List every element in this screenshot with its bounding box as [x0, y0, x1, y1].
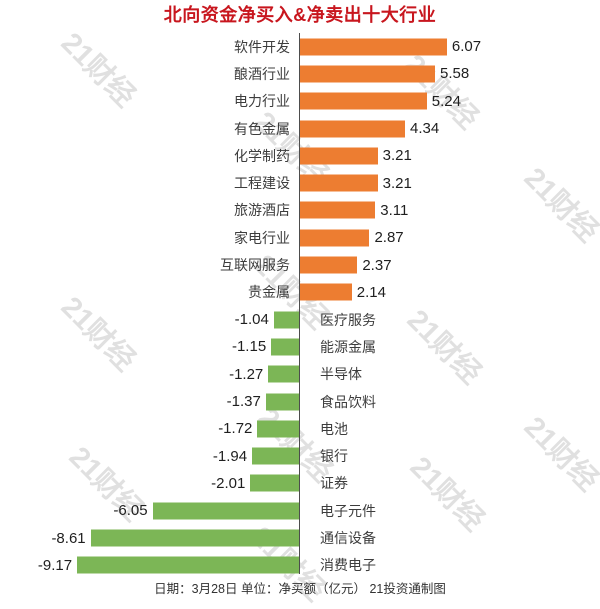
- category-label: 电子元件: [320, 502, 376, 519]
- bar-row: 酿酒行业 5.58: [0, 60, 600, 87]
- bar-row: 化学制药 3.21: [0, 142, 600, 169]
- bar-row: 旅游酒店 3.11: [0, 197, 600, 224]
- value-label: 3.11: [380, 201, 409, 219]
- bar-row: 证券 -2.01: [0, 470, 600, 497]
- category-label: 电池: [320, 420, 348, 437]
- bar-negative: [265, 393, 299, 411]
- value-label: -2.01: [211, 474, 246, 492]
- bar-negative: [273, 311, 299, 329]
- bar-row: 软件开发 6.07: [0, 33, 600, 60]
- bar-row: 贵金属 2.14: [0, 279, 600, 306]
- chart-footnote: 日期：3月28日 单位：净买额（亿元） 21投资通制图: [154, 582, 446, 596]
- category-label: 酿酒行业: [234, 65, 290, 82]
- chart-title: 北向资金净买入&净卖出十大行业: [163, 5, 437, 25]
- bar-negative: [252, 447, 299, 465]
- bar-negative: [268, 365, 299, 383]
- bar-row: 互联网服务 2.37: [0, 251, 600, 278]
- value-label: 3.21: [382, 174, 412, 192]
- value-label: -1.15: [231, 338, 267, 356]
- value-label: -6.05: [113, 502, 148, 520]
- category-label: 证券: [320, 475, 348, 492]
- category-label: 消费电子: [320, 557, 376, 574]
- value-label: 2.14: [356, 283, 386, 301]
- value-label: -1.37: [226, 393, 261, 411]
- bar-positive: [300, 229, 370, 247]
- bar-row: 电力行业 5.24: [0, 88, 600, 115]
- category-label: 食品饮料: [320, 393, 376, 410]
- bar-negative: [271, 338, 299, 356]
- value-label: -8.61: [51, 529, 86, 547]
- value-label: 5.58: [440, 65, 470, 83]
- bar-row: 电子元件 -6.05: [0, 497, 600, 524]
- bar-row: 能源金属 -1.15: [0, 333, 600, 360]
- bar-positive: [300, 65, 436, 83]
- bar-row: 消费电子 -9.17: [0, 552, 600, 579]
- bar-negative: [257, 420, 299, 438]
- value-label: 3.21: [382, 147, 412, 165]
- bar-row: 电池 -1.72: [0, 415, 600, 442]
- bar-row: 家电行业 2.87: [0, 224, 600, 251]
- category-label: 通信设备: [320, 530, 376, 547]
- bar-positive: [300, 283, 352, 301]
- category-label: 贵金属: [248, 284, 290, 301]
- value-label: 5.24: [431, 92, 461, 110]
- bar-negative: [250, 474, 299, 492]
- bar-negative: [152, 502, 299, 520]
- bar-positive: [300, 174, 378, 192]
- category-label: 医疗服务: [320, 311, 376, 328]
- axis-line: [299, 33, 300, 574]
- bar-positive: [300, 201, 376, 219]
- bar-positive: [300, 256, 358, 274]
- value-label: -1.94: [212, 447, 248, 465]
- value-label: 6.07: [451, 38, 482, 56]
- category-label: 半导体: [320, 366, 362, 383]
- value-label: -9.17: [37, 556, 73, 574]
- category-label: 有色金属: [234, 120, 290, 137]
- category-label: 工程建设: [234, 175, 290, 192]
- value-label: -1.27: [229, 365, 264, 383]
- category-label: 银行: [320, 448, 348, 465]
- bar-positive: [300, 92, 427, 110]
- value-label: 4.34: [410, 120, 440, 138]
- category-label: 互联网服务: [220, 257, 290, 274]
- bar-row: 工程建设 3.21: [0, 170, 600, 197]
- bar-positive: [300, 120, 406, 138]
- bar-row: 半导体 -1.27: [0, 361, 600, 388]
- bar-row: 医疗服务 -1.04: [0, 306, 600, 333]
- value-label: 2.87: [374, 229, 404, 247]
- category-label: 电力行业: [234, 93, 290, 110]
- value-label: -1.04: [234, 311, 269, 329]
- category-label: 家电行业: [234, 229, 290, 246]
- bar-positive: [300, 38, 447, 56]
- value-label: -1.72: [218, 420, 253, 438]
- category-label: 旅游酒店: [234, 202, 290, 219]
- bar-row: 有色金属 4.34: [0, 115, 600, 142]
- value-label: 2.37: [362, 256, 392, 274]
- bar-row: 银行 -1.94: [0, 443, 600, 470]
- bar-row: 通信设备 -8.61: [0, 524, 600, 551]
- bar-negative: [90, 529, 299, 547]
- bar-negative: [77, 556, 299, 574]
- bar-row: 食品饮料 -1.37: [0, 388, 600, 415]
- category-label: 能源金属: [320, 338, 376, 355]
- bar-positive: [300, 147, 378, 165]
- category-label: 化学制药: [234, 147, 290, 164]
- category-label: 软件开发: [234, 38, 290, 55]
